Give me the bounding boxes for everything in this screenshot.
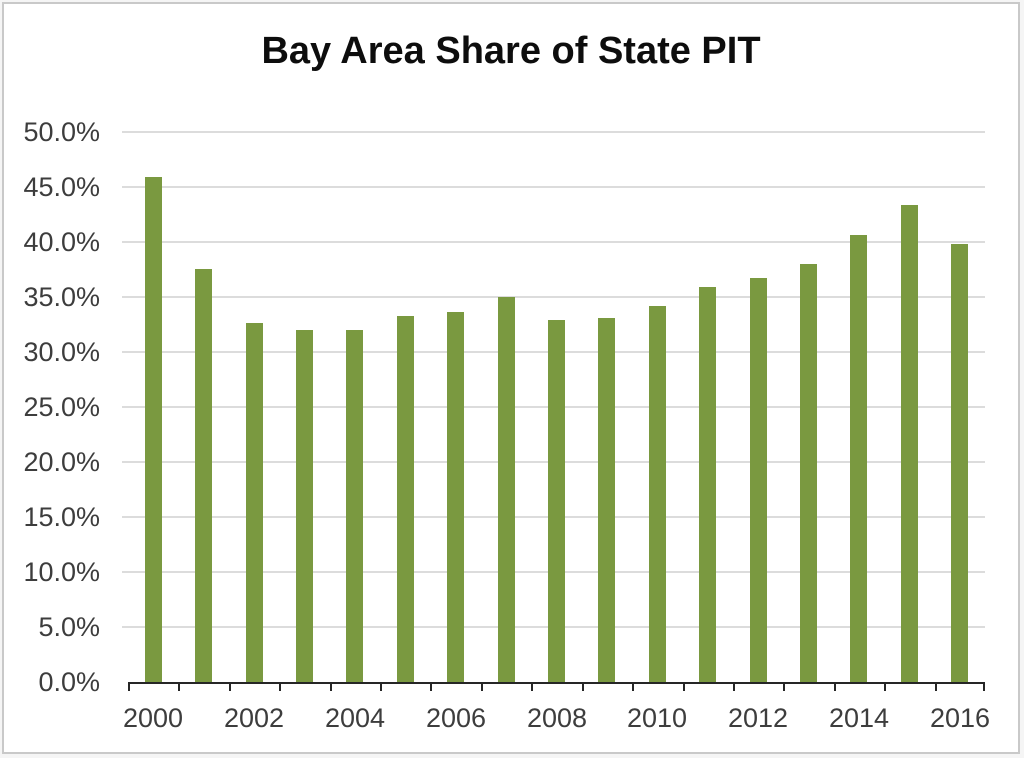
plot-area xyxy=(122,131,985,691)
x-tick-label: 2010 xyxy=(626,703,688,733)
gridline-35 xyxy=(122,296,985,298)
bar-2003 xyxy=(296,330,313,682)
x-axis-tick xyxy=(834,682,836,691)
x-tick-label: 2000 xyxy=(122,703,184,733)
x-axis-tick xyxy=(531,682,533,691)
y-tick-label: 0.0% xyxy=(38,667,100,697)
x-tick-label: 2002 xyxy=(223,703,285,733)
x-axis-tick xyxy=(178,682,180,691)
x-axis-tick xyxy=(582,682,584,691)
x-tick-label: 2016 xyxy=(929,703,991,733)
x-tick-label: 2004 xyxy=(324,703,386,733)
bar-2000 xyxy=(145,177,162,682)
bar-2005 xyxy=(397,316,414,682)
y-tick-label: 5.0% xyxy=(38,612,100,642)
chart-title: Bay Area Share of State PIT xyxy=(261,30,761,72)
x-tick-label: 2006 xyxy=(425,703,487,733)
bar-2010 xyxy=(649,306,666,682)
x-axis-tick xyxy=(884,682,886,691)
bar-2002 xyxy=(246,323,263,682)
bar-2014 xyxy=(850,235,867,682)
x-axis-tick xyxy=(632,682,634,691)
gridline-40 xyxy=(122,241,985,243)
y-tick-label: 15.0% xyxy=(23,502,100,532)
bar-2015 xyxy=(901,205,918,682)
bar-2009 xyxy=(598,318,615,682)
bar-2001 xyxy=(195,269,212,682)
x-axis-tick xyxy=(935,682,937,691)
bar-2008 xyxy=(548,320,565,682)
x-axis-tick xyxy=(733,682,735,691)
bar-2011 xyxy=(699,287,716,682)
gridline-50 xyxy=(122,131,985,133)
x-tick-label: 2008 xyxy=(526,703,588,733)
x-axis-tick xyxy=(229,682,231,691)
x-axis-tick xyxy=(481,682,483,691)
bar-2004 xyxy=(346,330,363,682)
y-tick-label: 45.0% xyxy=(23,172,100,202)
y-tick-label: 20.0% xyxy=(23,447,100,477)
y-tick-label: 40.0% xyxy=(23,227,100,257)
x-axis-tick xyxy=(983,682,985,691)
y-tick-label: 50.0% xyxy=(23,117,100,147)
bar-2007 xyxy=(498,297,515,682)
bar-2012 xyxy=(750,278,767,682)
gridline-45 xyxy=(122,186,985,188)
x-tick-label: 2012 xyxy=(727,703,789,733)
y-tick-label: 25.0% xyxy=(23,392,100,422)
x-axis-tick xyxy=(380,682,382,691)
y-tick-label: 30.0% xyxy=(23,337,100,367)
x-axis-tick xyxy=(683,682,685,691)
x-axis-tick xyxy=(279,682,281,691)
y-tick-label: 10.0% xyxy=(23,557,100,587)
bar-2013 xyxy=(800,264,817,682)
x-tick-label: 2014 xyxy=(828,703,890,733)
x-axis-tick xyxy=(783,682,785,691)
bar-2016 xyxy=(951,244,968,682)
bar-2006 xyxy=(447,312,464,682)
y-tick-label: 35.0% xyxy=(23,282,100,312)
x-axis-tick xyxy=(128,682,130,691)
x-axis-tick xyxy=(330,682,332,691)
x-axis-tick xyxy=(430,682,432,691)
